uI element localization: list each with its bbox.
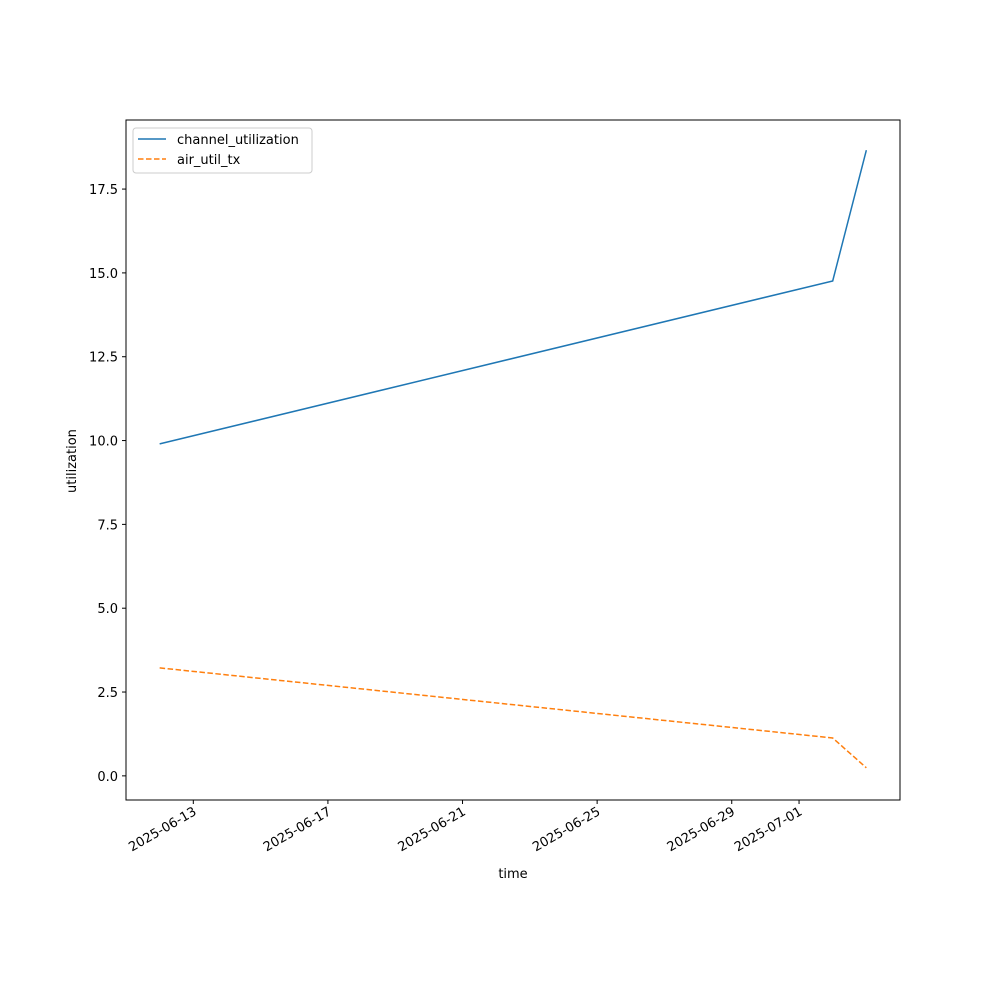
y-tick-label: 15.0 [89,267,118,282]
y-tick-label: 2.5 [97,686,118,701]
y-axis-label: utilization [65,429,80,493]
legend-label: channel_utilization [177,133,299,148]
y-tick-label: 5.0 [97,602,118,617]
plot-frame [125,119,901,801]
y-tick-label: 17.5 [89,183,118,198]
data-line [159,667,867,769]
y-tick-label: 0.0 [97,770,118,785]
y-tick-label: 12.5 [89,351,118,366]
legend-label: air_util_tx [177,153,241,168]
x-axis-label: time [498,867,527,882]
legend-box [132,127,313,174]
y-tick-label: 7.5 [97,518,118,533]
data-line [159,149,868,445]
y-tick-label: 10.0 [89,435,118,450]
